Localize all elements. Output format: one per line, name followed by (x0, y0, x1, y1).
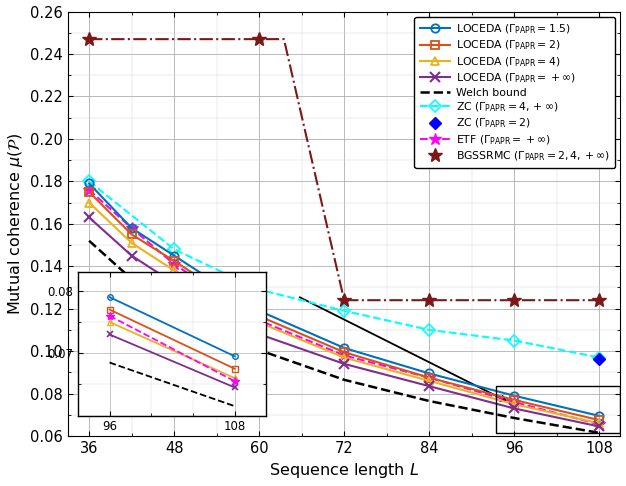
LOCEDA ($\Gamma_{\rm PAPR} = 4$) (426, 378, 433, 384)
LOCEDA ($\Gamma_{\rm PAPR} = 1.5$) (128, 225, 135, 231)
ZC ($\Gamma_{\rm PAPR} = 4, +\infty$) (341, 308, 348, 314)
LOCEDA ($\Gamma_{\rm PAPR} = 2$) (85, 189, 93, 195)
ZC ($\Gamma_{\rm PAPR} = 4, +\infty$) (170, 246, 178, 252)
LOCEDA ($\Gamma_{\rm PAPR} = +\infty$) (128, 253, 135, 259)
LOCEDA ($\Gamma_{\rm PAPR} = 4$) (85, 200, 93, 206)
Line: LOCEDA ($\Gamma_{\rm PAPR} = +\infty$): LOCEDA ($\Gamma_{\rm PAPR} = +\infty$) (85, 212, 604, 432)
LOCEDA ($\Gamma_{\rm PAPR} = +\infty$) (510, 405, 518, 411)
Welch bound (510, 415, 518, 421)
LOCEDA ($\Gamma_{\rm PAPR} = 1.5$) (170, 253, 178, 259)
LOCEDA ($\Gamma_{\rm PAPR} = 4$) (170, 268, 178, 274)
Welch bound (341, 377, 348, 382)
ZC ($\Gamma_{\rm PAPR} = 4, +\infty$) (255, 287, 263, 293)
BGSSRMC ($\Gamma_{\rm PAPR} = 2, 4, +\infty$) (255, 36, 263, 42)
Welch bound (128, 276, 135, 282)
LOCEDA ($\Gamma_{\rm PAPR} = 2$) (128, 231, 135, 237)
LOCEDA ($\Gamma_{\rm PAPR} = 2$) (170, 258, 178, 264)
LOCEDA ($\Gamma_{\rm PAPR} = +\infty$) (255, 331, 263, 337)
ETF ($\Gamma_{\rm PAPR} = +\infty$) (128, 225, 135, 231)
Line: ZC ($\Gamma_{\rm PAPR} = 4, +\infty$): ZC ($\Gamma_{\rm PAPR} = 4, +\infty$) (85, 177, 603, 362)
ETF ($\Gamma_{\rm PAPR} = +\infty$) (255, 317, 263, 323)
ETF ($\Gamma_{\rm PAPR} = +\infty$) (595, 421, 603, 427)
Line: LOCEDA ($\Gamma_{\rm PAPR} = 4$): LOCEDA ($\Gamma_{\rm PAPR} = 4$) (85, 198, 603, 428)
LOCEDA ($\Gamma_{\rm PAPR} = 4$) (341, 355, 348, 361)
ETF ($\Gamma_{\rm PAPR} = +\infty$) (510, 399, 518, 405)
LOCEDA ($\Gamma_{\rm PAPR} = 1.5$) (510, 393, 518, 399)
BGSSRMC ($\Gamma_{\rm PAPR} = 2, 4, +\infty$) (85, 36, 93, 42)
Line: BGSSRMC ($\Gamma_{\rm PAPR} = 2, 4, +\infty$): BGSSRMC ($\Gamma_{\rm PAPR} = 2, 4, +\in… (82, 32, 606, 307)
LOCEDA ($\Gamma_{\rm PAPR} = +\infty$) (170, 280, 178, 286)
LOCEDA ($\Gamma_{\rm PAPR} = +\infty$) (426, 383, 433, 389)
BGSSRMC ($\Gamma_{\rm PAPR} = 2, 4, +\infty$) (341, 297, 348, 303)
Y-axis label: Mutual coherence $\mu(\mathcal{P})$: Mutual coherence $\mu(\mathcal{P})$ (6, 133, 24, 315)
BGSSRMC ($\Gamma_{\rm PAPR} = 2, 4, +\infty$) (510, 297, 518, 303)
ETF ($\Gamma_{\rm PAPR} = +\infty$) (341, 352, 348, 358)
LOCEDA ($\Gamma_{\rm PAPR} = 4$) (595, 420, 603, 426)
ZC ($\Gamma_{\rm PAPR} = 4, +\infty$) (510, 338, 518, 344)
ETF ($\Gamma_{\rm PAPR} = +\infty$) (170, 261, 178, 267)
LOCEDA ($\Gamma_{\rm PAPR} = 2$) (341, 349, 348, 355)
Line: ETF ($\Gamma_{\rm PAPR} = +\infty$): ETF ($\Gamma_{\rm PAPR} = +\infty$) (83, 184, 605, 431)
ETF ($\Gamma_{\rm PAPR} = +\infty$) (85, 187, 93, 193)
LOCEDA ($\Gamma_{\rm PAPR} = 1.5$) (85, 181, 93, 187)
LOCEDA ($\Gamma_{\rm PAPR} = 1.5$) (341, 345, 348, 351)
X-axis label: Sequence length $L$: Sequence length $L$ (269, 461, 419, 481)
ETF ($\Gamma_{\rm PAPR} = +\infty$) (426, 375, 433, 381)
BGSSRMC ($\Gamma_{\rm PAPR} = 2, 4, +\infty$) (426, 297, 433, 303)
LOCEDA ($\Gamma_{\rm PAPR} = 4$) (510, 401, 518, 407)
Welch bound (595, 430, 603, 436)
Line: LOCEDA ($\Gamma_{\rm PAPR} = 1.5$): LOCEDA ($\Gamma_{\rm PAPR} = 1.5$) (85, 179, 603, 420)
LOCEDA ($\Gamma_{\rm PAPR} = +\infty$) (595, 424, 603, 430)
LOCEDA ($\Gamma_{\rm PAPR} = 2$) (595, 417, 603, 423)
LOCEDA ($\Gamma_{\rm PAPR} = 1.5$) (595, 413, 603, 419)
Welch bound (170, 300, 178, 306)
LOCEDA ($\Gamma_{\rm PAPR} = +\infty$) (341, 361, 348, 367)
Bar (496, 386, 620, 433)
LOCEDA ($\Gamma_{\rm PAPR} = 1.5$) (426, 370, 433, 376)
ZC ($\Gamma_{\rm PAPR} = 4, +\infty$) (595, 355, 603, 361)
LOCEDA ($\Gamma_{\rm PAPR} = 4$) (255, 320, 263, 326)
Line: LOCEDA ($\Gamma_{\rm PAPR} = 2$): LOCEDA ($\Gamma_{\rm PAPR} = 2$) (85, 188, 603, 424)
Welch bound (426, 398, 433, 404)
Welch bound (255, 347, 263, 353)
Welch bound (85, 238, 93, 243)
LOCEDA ($\Gamma_{\rm PAPR} = +\infty$) (85, 214, 93, 220)
BGSSRMC ($\Gamma_{\rm PAPR} = 2, 4, +\infty$) (595, 297, 603, 303)
ZC ($\Gamma_{\rm PAPR} = 4, +\infty$) (426, 327, 433, 333)
ZC ($\Gamma_{\rm PAPR} = 4, +\infty$) (85, 178, 93, 184)
Line: Welch bound: Welch bound (89, 241, 599, 433)
LOCEDA ($\Gamma_{\rm PAPR} = 2$) (510, 397, 518, 403)
LOCEDA ($\Gamma_{\rm PAPR} = 1.5$) (255, 308, 263, 314)
LOCEDA ($\Gamma_{\rm PAPR} = 2$) (255, 313, 263, 319)
LOCEDA ($\Gamma_{\rm PAPR} = 2$) (426, 375, 433, 381)
LOCEDA ($\Gamma_{\rm PAPR} = 4$) (128, 240, 135, 246)
Legend: LOCEDA ($\Gamma_{\rm PAPR} = 1.5$), LOCEDA ($\Gamma_{\rm PAPR} = 2$), LOCEDA ($\: LOCEDA ($\Gamma_{\rm PAPR} = 1.5$), LOCE… (414, 17, 615, 168)
